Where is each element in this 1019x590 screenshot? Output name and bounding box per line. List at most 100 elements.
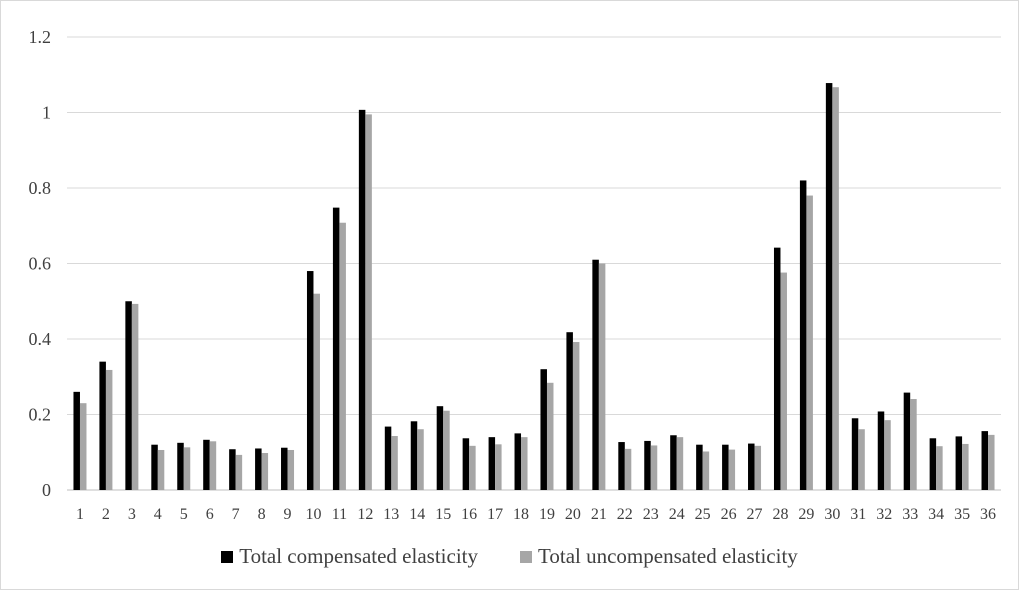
bar-compensated: [332, 207, 340, 490]
bar-compensated: [929, 438, 937, 490]
bar-compensated: [670, 435, 677, 490]
x-tick-label: 14: [409, 506, 425, 523]
x-tick-label: 7: [232, 506, 240, 523]
x-tick-label: 12: [357, 506, 373, 523]
legend: Total compensated elasticity Total uncom…: [0, 544, 1019, 569]
x-tick-label: 24: [669, 506, 685, 523]
bar-compensated: [358, 109, 366, 491]
bar-uncompensated: [676, 437, 684, 490]
bar-uncompensated: [443, 410, 450, 490]
bar-compensated: [281, 447, 288, 490]
x-tick-label: 30: [824, 506, 840, 523]
x-tick-label: 18: [513, 506, 529, 523]
bar-compensated: [566, 332, 573, 490]
bar-uncompensated: [391, 436, 398, 490]
x-tick-label: 36: [980, 506, 996, 523]
bar-compensated: [73, 391, 80, 490]
bar-compensated: [722, 444, 729, 490]
bar-uncompensated: [806, 195, 813, 491]
bar-uncompensated: [521, 437, 528, 490]
bar-uncompensated: [105, 369, 113, 490]
bar-uncompensated: [157, 449, 165, 490]
x-tick-label: 4: [154, 506, 162, 523]
x-tick-label: 3: [128, 506, 136, 523]
bar-compensated: [773, 247, 781, 490]
x-tick-label: 25: [695, 506, 711, 523]
y-tick-label: 1.2: [29, 27, 52, 47]
bar-uncompensated: [287, 449, 295, 490]
bar-compensated: [384, 426, 392, 490]
bar-uncompensated: [650, 445, 658, 490]
bar-compensated: [306, 271, 314, 490]
bar-uncompensated: [183, 447, 191, 490]
x-tick-label: 19: [539, 506, 555, 523]
bar-uncompensated: [495, 444, 502, 490]
bar-uncompensated: [313, 293, 320, 490]
bar-compensated: [799, 180, 807, 490]
bar-uncompensated: [936, 446, 943, 490]
legend-label-compensated: Total compensated elasticity: [239, 544, 478, 568]
legend-item-uncompensated: Total uncompensated elasticity: [520, 544, 798, 569]
bar-compensated: [177, 442, 184, 490]
bar-uncompensated: [884, 420, 891, 490]
y-tick-label: 0: [42, 480, 51, 500]
bar-compensated: [99, 361, 106, 490]
bar-compensated: [877, 411, 885, 490]
bar-uncompensated: [79, 403, 87, 490]
bar-compensated: [229, 449, 236, 490]
x-tick-label: 33: [902, 506, 918, 523]
bar-compensated: [851, 418, 859, 490]
bar-compensated: [540, 369, 547, 490]
bar-compensated: [696, 444, 703, 490]
x-tick-label: 34: [928, 506, 944, 523]
x-tick-label: 31: [850, 506, 866, 523]
bar-uncompensated: [624, 448, 632, 490]
bar-uncompensated: [209, 441, 217, 490]
x-tick-label: 20: [565, 506, 581, 523]
bar-uncompensated: [858, 429, 865, 490]
bar-compensated: [125, 301, 132, 490]
bar-compensated: [592, 259, 599, 490]
bar-compensated: [488, 437, 496, 490]
x-tick-label: 23: [643, 506, 659, 523]
elasticity-bar-chart: 00.20.40.60.811.2 1 2 3 4 5 6 7 8 9 10 11 12 13 14 15 1…: [29, 27, 1001, 523]
x-tick-label: 22: [617, 506, 633, 523]
bar-compensated: [618, 442, 625, 490]
x-tick-label: 21: [591, 506, 607, 523]
bar-uncompensated: [910, 399, 917, 490]
bar-uncompensated: [365, 114, 372, 490]
bar-compensated: [748, 443, 755, 490]
bar-compensated: [825, 83, 833, 491]
y-tick-label: 1: [42, 103, 51, 123]
legend-label-uncompensated: Total uncompensated elasticity: [538, 544, 798, 568]
x-tick-label: 35: [954, 506, 970, 523]
bar-compensated: [436, 406, 444, 490]
bar-uncompensated: [131, 303, 139, 490]
bar-compensated: [462, 438, 470, 490]
bar-uncompensated: [754, 445, 762, 490]
bar-uncompensated: [598, 263, 606, 490]
x-tick-label: 29: [798, 506, 814, 523]
bar-compensated: [255, 448, 262, 490]
bar-uncompensated: [469, 445, 476, 490]
x-tick-label: 17: [487, 506, 503, 523]
bar-compensated: [410, 421, 418, 490]
x-axis-tick-labels: 1 2 3 4 5 6 7 8 9 10 11 12 13 14 15 16 17 18 19 20 21 22 23 24 2…: [76, 506, 996, 523]
bars: [73, 83, 995, 491]
bar-uncompensated: [417, 429, 424, 490]
y-tick-label: 0.8: [29, 178, 52, 198]
y-tick-label: 0.4: [29, 329, 52, 349]
bar-compensated: [955, 436, 963, 490]
x-tick-label: 13: [383, 506, 399, 523]
bar-uncompensated: [235, 454, 243, 490]
x-tick-label: 9: [284, 506, 292, 523]
x-tick-label: 10: [305, 506, 321, 523]
x-tick-label: 6: [206, 506, 214, 523]
bar-uncompensated: [339, 222, 346, 491]
bar-compensated: [514, 433, 522, 490]
bar-uncompensated: [728, 449, 736, 490]
x-tick-label: 8: [258, 506, 266, 523]
x-tick-label: 32: [876, 506, 892, 523]
bar-compensated: [151, 444, 158, 490]
x-tick-label: 15: [435, 506, 451, 523]
